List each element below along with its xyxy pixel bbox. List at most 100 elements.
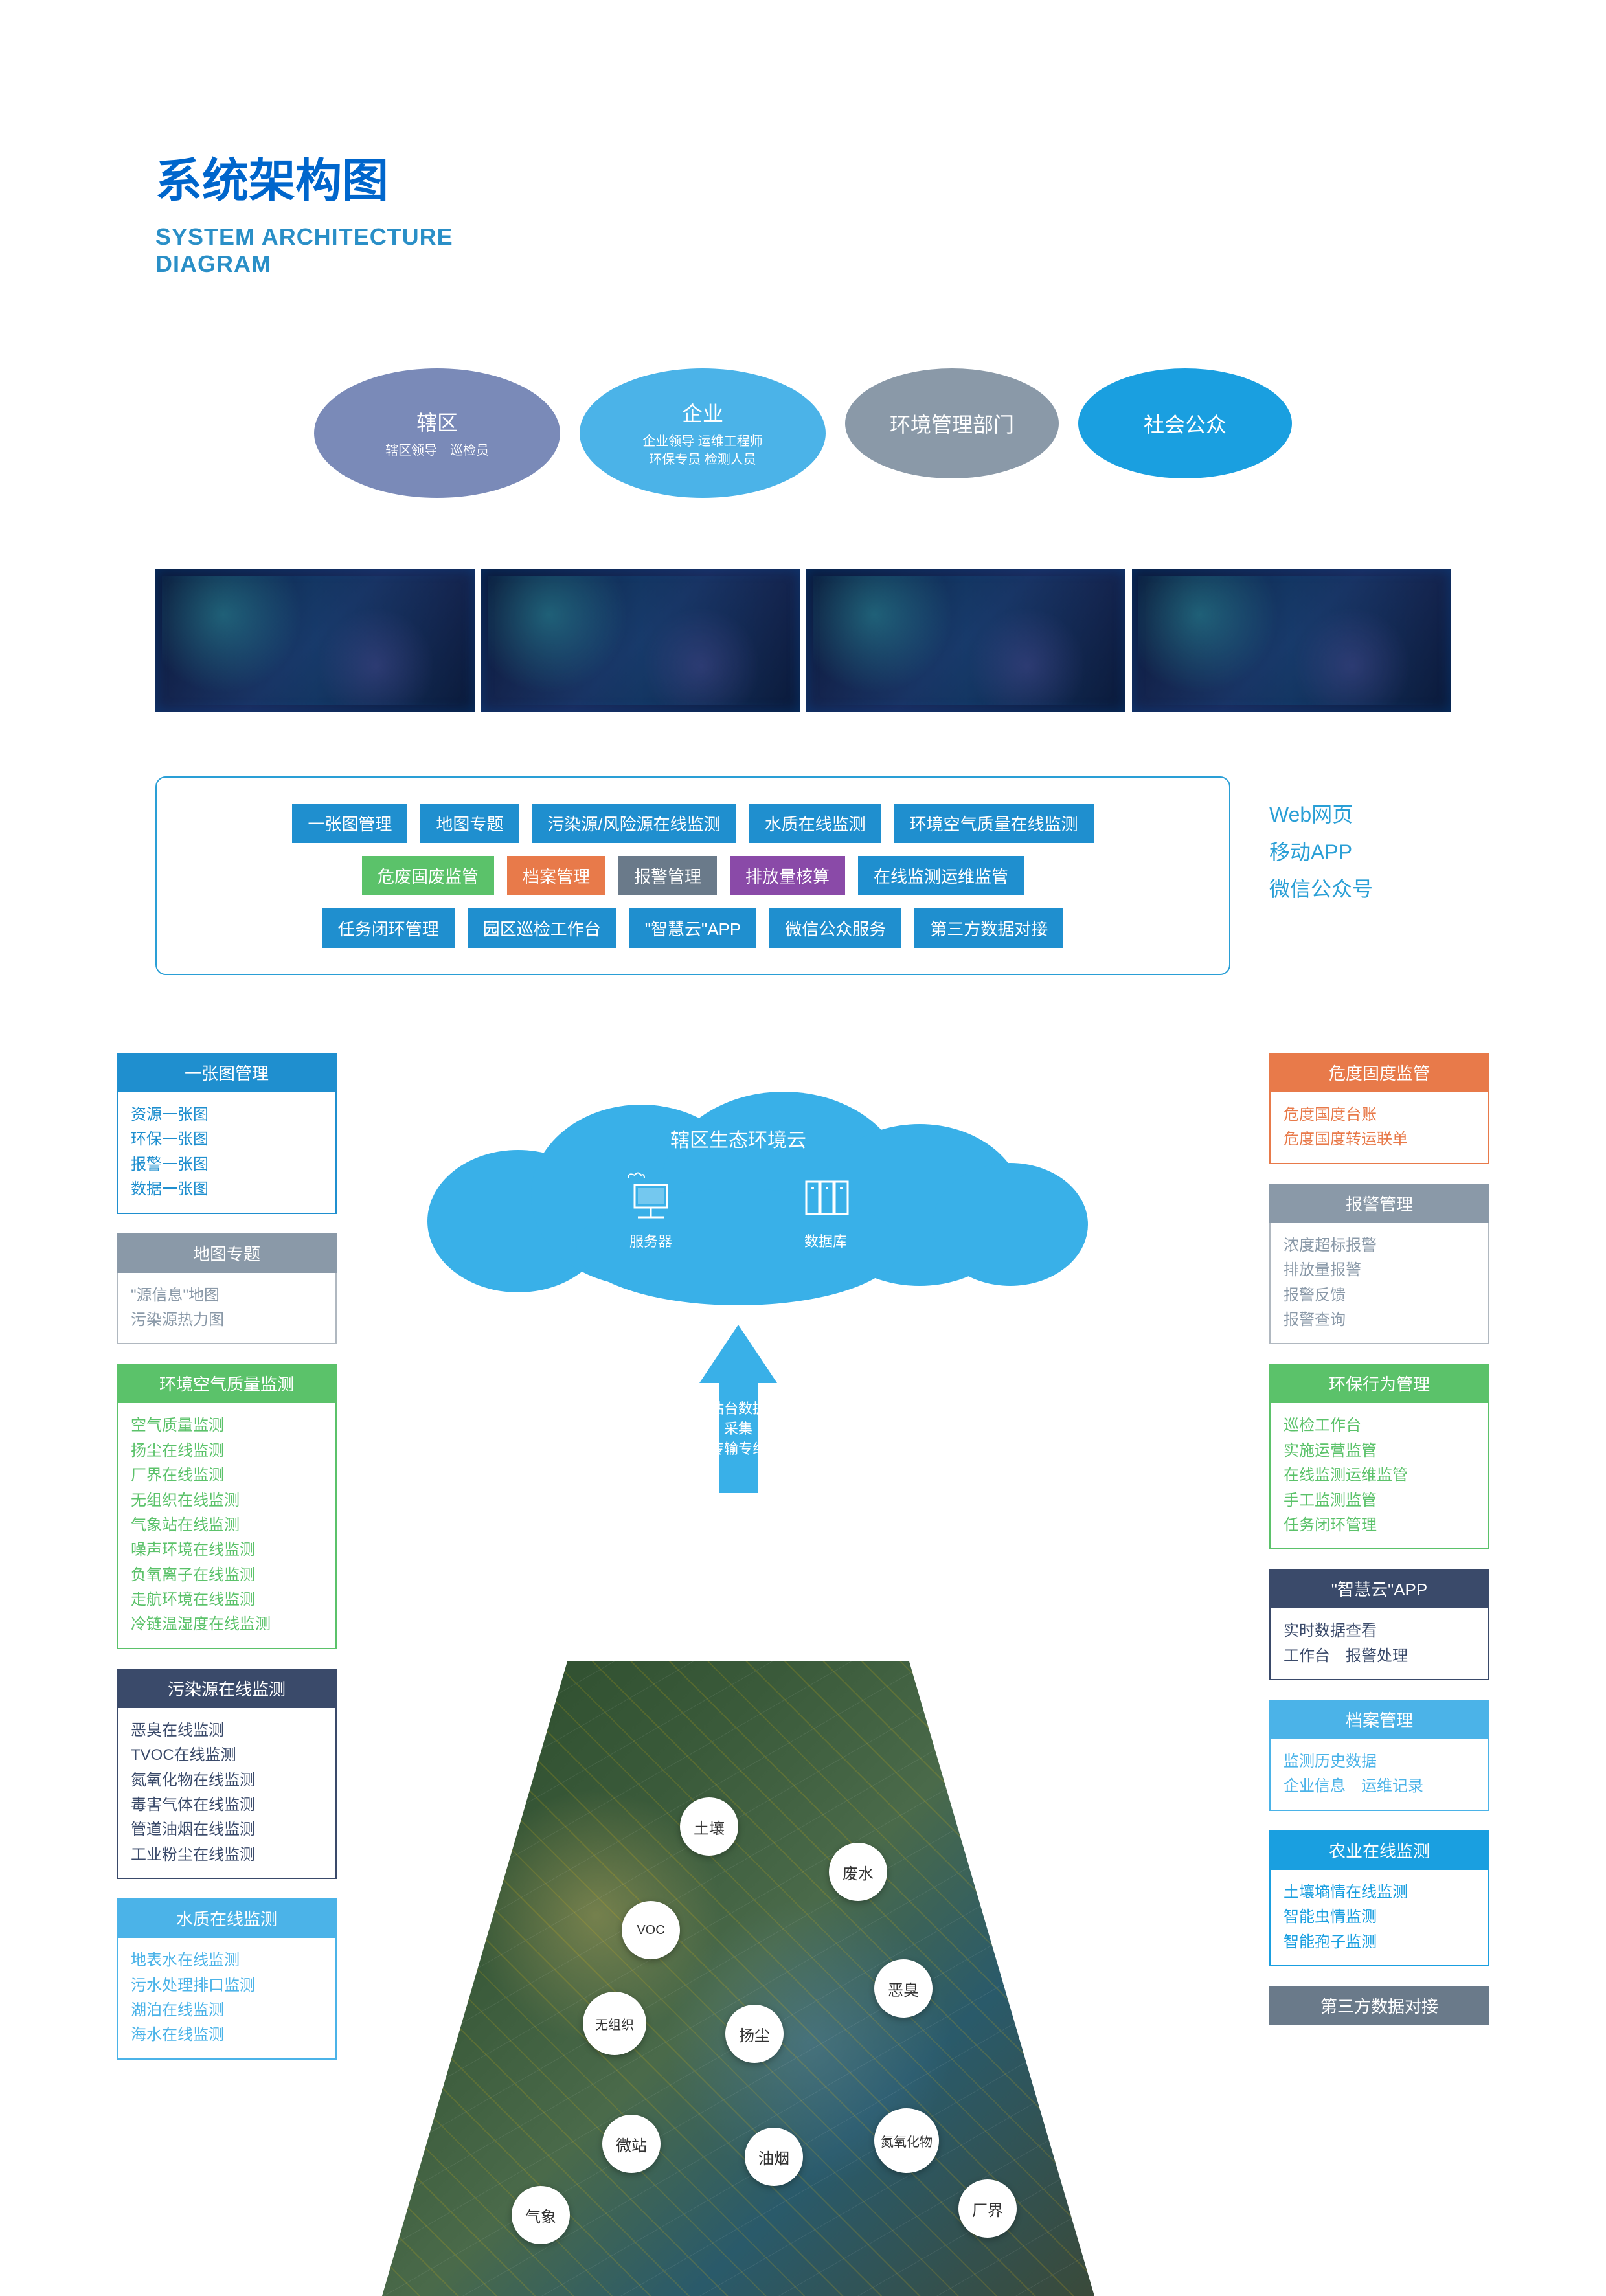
panel-header: 一张图管理 [117,1053,337,1092]
database-icon [797,1172,855,1224]
module-tag: 报警管理 [618,856,717,895]
feature-panel: 档案管理监测历史数据企业信息 运维记录 [1269,1700,1489,1811]
feature-panel: 环保行为管理巡检工作台实施运营监管在线监测运维监管手工监测监管任务闭环管理 [1269,1364,1489,1549]
panel-item: 报警一张图 [131,1153,322,1177]
panel-item: 环保一张图 [131,1127,322,1152]
feature-panel: 一张图管理资源一张图环保一张图报警一张图数据一张图 [117,1053,337,1214]
panel-item: 管道油烟在线监测 [131,1818,322,1842]
module-tag: 一张图管理 [292,804,407,843]
database-icon-item: 数据库 [797,1172,855,1251]
sensor-marker: 微站 [602,2115,661,2173]
panel-item: 报警反馈 [1284,1283,1475,1308]
dashboard-panel [1132,569,1451,712]
panel-body: 资源一张图环保一张图报警一张图数据一张图 [117,1092,337,1214]
dashboard-panel [481,569,800,712]
architecture-main: 一张图管理资源一张图环保一张图报警一张图数据一张图地图专题"源信息"地图污染源热… [155,1053,1451,2283]
sensor-marker: 无组织 [583,1992,646,2055]
panel-body: 空气质量监测扬尘在线监测厂界在线监测无组织在线监测气象站在线监测噪声环境在线监测… [117,1403,337,1649]
panel-item: 海水在线监测 [131,2023,322,2047]
panel-item: 危度国度转运联单 [1284,1127,1475,1152]
panel-item: 排放量报警 [1284,1258,1475,1283]
panel-header: 水质在线监测 [117,1898,337,1938]
panel-item: 氮氧化物在线监测 [131,1768,322,1793]
module-tag: 园区巡检工作台 [468,908,616,948]
feature-panel: 地图专题 "源信息"地图污染源热力图 [117,1233,337,1345]
panel-item: 企业信息 运维记录 [1284,1774,1475,1799]
dashboard-panel [155,569,475,712]
feature-panel: 报警管理浓度超标报警排放量报警报警反馈报警查询 [1269,1184,1489,1345]
feature-panel: 污染源在线监测恶臭在线监测TVOC在线监测氮氧化物在线监测毒害气体在线监测管道油… [117,1669,337,1879]
panel-item: 工作台 报警处理 [1284,1644,1475,1669]
panel-item: 地表水在线监测 [131,1948,322,1973]
dashboard-previews [155,569,1451,712]
user-role-ellipse: 企业企业领导 运维工程师 环保专员 检测人员 [580,368,826,498]
access-channel-label: 微信公众号 [1269,871,1373,908]
dashboard-panel [806,569,1125,712]
panel-item: 智能虫情监测 [1284,1905,1475,1930]
server-icon [622,1172,680,1224]
title-english: SYSTEM ARCHITECTURE DIAGRAM [155,223,1451,278]
panel-item: 工业粉尘在线监测 [131,1843,322,1867]
panel-item: 监测历史数据 [1284,1750,1475,1774]
feature-panel: 第三方数据对接 [1269,1986,1489,2025]
panel-item: 污染源热力图 [131,1308,322,1333]
panel-item: 污水处理排口监测 [131,1974,322,1998]
access-channel-label: 移动APP [1269,834,1373,872]
panel-item: 资源一张图 [131,1103,322,1127]
feature-panel: 危度固度监管危度国度台账危度国度转运联单 [1269,1053,1489,1164]
panel-item: 任务闭环管理 [1284,1513,1475,1538]
module-tag: 档案管理 [507,856,605,895]
sensor-marker: 气象 [512,2186,570,2244]
panel-header: 污染源在线监测 [117,1669,337,1708]
sensor-marker: 废水 [829,1843,887,1901]
panel-item: 气象站在线监测 [131,1513,322,1538]
panel-item: 报警查询 [1284,1308,1475,1333]
sensor-marker: 油烟 [745,2128,803,2186]
panel-item: 扬尘在线监测 [131,1439,322,1463]
module-tag: 排放量核算 [730,856,845,895]
panel-item: 实时数据查看 [1284,1619,1475,1643]
panel-header: 环保行为管理 [1269,1364,1489,1403]
module-tag: 在线监测运维监管 [858,856,1024,895]
module-tag: "智慧云"APP [629,908,757,948]
panel-item: 无组织在线监测 [131,1489,322,1513]
panel-body: 危度国度台账危度国度转运联单 [1269,1092,1489,1164]
feature-panel: 农业在线监测土壤墒情在线监测智能虫情监测智能孢子监测 [1269,1830,1489,1966]
panel-item: 手工监测监管 [1284,1489,1475,1513]
panel-item: 实施运营监管 [1284,1439,1475,1463]
user-role-ellipse: 辖区辖区领导 巡检员 [314,368,560,498]
module-container: 一张图管理地图专题污染源/风险源在线监测水质在线监测环境空气质量在线监测危废固废… [155,776,1230,975]
module-tag: 任务闭环管理 [322,908,455,948]
panel-header: 地图专题 [117,1233,337,1273]
panel-item: 走航环境在线监测 [131,1588,322,1612]
panel-item: 厂界在线监测 [131,1463,322,1488]
panel-item: 负氧离子在线监测 [131,1563,322,1588]
panel-body: 浓度超标报警排放量报警报警反馈报警查询 [1269,1223,1489,1345]
cloud-platform: 辖区生态环境云 服务器 [414,1072,1062,1312]
panel-header: "智慧云"APP [1269,1569,1489,1608]
panel-item: 数据一张图 [131,1177,322,1202]
panel-header: 农业在线监测 [1269,1830,1489,1870]
left-feature-panels: 一张图管理资源一张图环保一张图报警一张图数据一张图地图专题"源信息"地图污染源热… [117,1053,337,2079]
access-channels: Web网页移动APP微信公众号 [1269,796,1373,908]
user-roles-row: 辖区辖区领导 巡检员企业企业领导 运维工程师 环保专员 检测人员环境管理部门社会… [155,368,1451,498]
sensor-marker: 氮氧化物 [874,2108,939,2173]
cloud-title: 辖区生态环境云 [414,1124,1062,1153]
panel-header: 报警管理 [1269,1184,1489,1223]
panel-body: 监测历史数据企业信息 运维记录 [1269,1739,1489,1811]
data-flow-arrow: 站台数据采集 传输专线 [699,1325,777,1493]
module-tag: 水质在线监测 [749,804,881,843]
sensor-marker: 土壤 [680,1797,738,1856]
panel-item: 危度国度台账 [1284,1103,1475,1127]
access-channel-label: Web网页 [1269,796,1373,834]
panel-item: 空气质量监测 [131,1413,322,1438]
panel-header: 危度固度监管 [1269,1053,1489,1092]
user-role-ellipse: 社会公众 [1078,368,1292,478]
panel-body: 土壤墒情在线监测智能虫情监测智能孢子监测 [1269,1870,1489,1966]
module-tag: 地图专题 [420,804,519,843]
module-tag: 环境空气质量在线监测 [894,804,1094,843]
sensor-marker: 厂界 [958,2179,1017,2238]
panel-item: 智能孢子监测 [1284,1930,1475,1955]
monitoring-map: 土壤废水VOC恶臭无组织扬尘微站油烟氮氧化物气象厂界 [382,1661,1094,2296]
panel-item: "源信息"地图 [131,1283,322,1308]
